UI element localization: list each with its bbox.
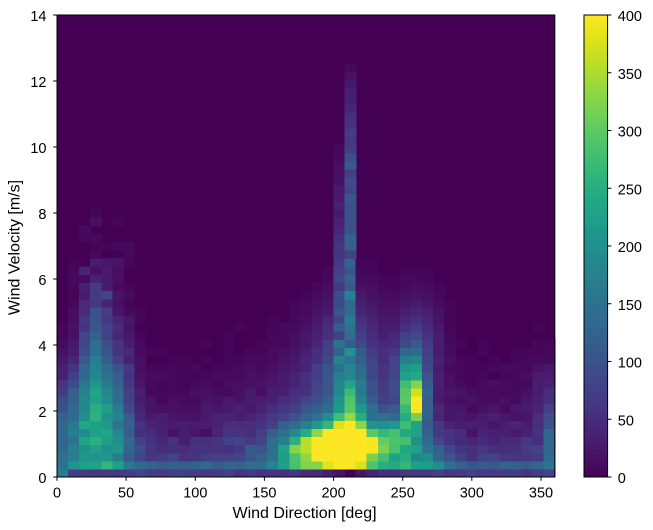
svg-text:6: 6	[38, 273, 46, 289]
svg-text:4: 4	[38, 339, 46, 355]
svg-text:250: 250	[391, 486, 415, 502]
svg-text:0: 0	[53, 486, 61, 502]
svg-text:150: 150	[252, 486, 276, 502]
svg-text:Wind Velocity [m/s]: Wind Velocity [m/s]	[7, 180, 24, 315]
svg-text:100: 100	[183, 486, 207, 502]
svg-text:300: 300	[618, 125, 642, 141]
svg-text:50: 50	[118, 486, 134, 502]
svg-text:200: 200	[618, 240, 642, 256]
svg-text:10: 10	[30, 141, 46, 157]
svg-text:50: 50	[618, 413, 634, 429]
svg-text:200: 200	[321, 486, 345, 502]
svg-text:14: 14	[30, 9, 46, 25]
svg-text:150: 150	[618, 298, 642, 314]
svg-text:350: 350	[529, 486, 553, 502]
svg-text:250: 250	[618, 182, 642, 198]
svg-text:2: 2	[38, 405, 46, 421]
svg-text:0: 0	[38, 471, 46, 487]
svg-text:12: 12	[30, 75, 46, 91]
svg-text:300: 300	[460, 486, 484, 502]
svg-text:350: 350	[618, 67, 642, 83]
svg-text:100: 100	[618, 356, 642, 372]
svg-text:400: 400	[618, 9, 642, 25]
svg-text:Wind Direction [deg]: Wind Direction [deg]	[232, 505, 376, 522]
svg-text:0: 0	[618, 471, 626, 487]
svg-text:8: 8	[38, 207, 46, 223]
